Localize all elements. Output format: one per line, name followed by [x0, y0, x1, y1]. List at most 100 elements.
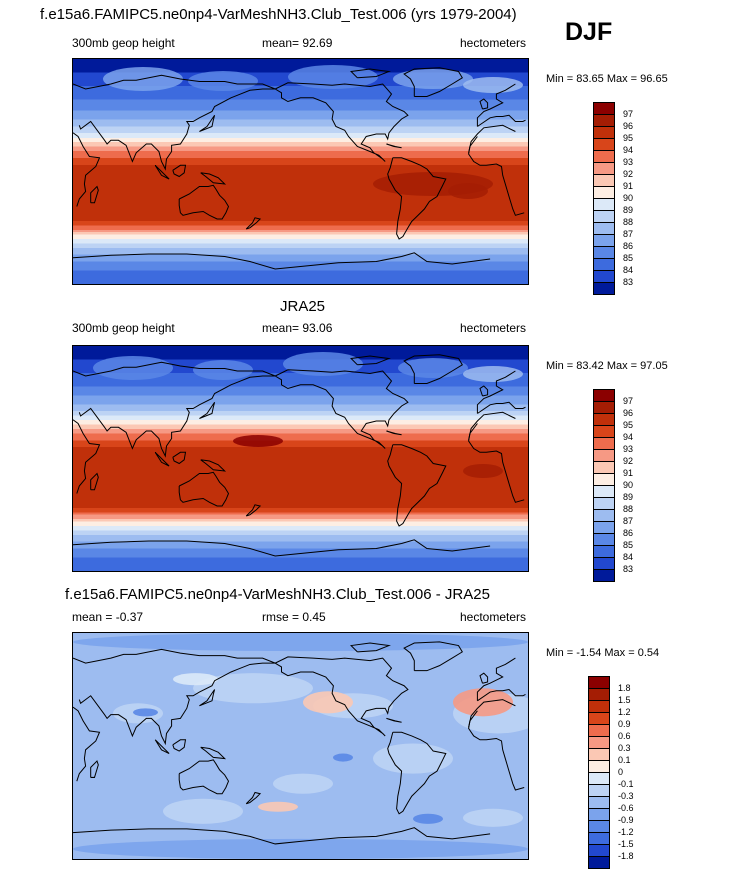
coastline [479, 672, 489, 684]
colorbar-tick-label: 1.8 [618, 683, 631, 693]
field-feature [73, 633, 528, 652]
colorbar-swatch [588, 856, 610, 869]
colorbar-tick-label: 84 [623, 265, 634, 275]
coastline [73, 132, 101, 207]
panel1-map [72, 58, 529, 285]
coastline [350, 642, 391, 653]
colorbar-tick-label: 90 [623, 480, 634, 490]
coastline [178, 759, 230, 795]
coastline [154, 739, 170, 754]
coastline [468, 710, 525, 791]
colorbar-tick-label: -1.5 [618, 839, 634, 849]
coastline [172, 739, 187, 752]
field-background [73, 59, 528, 284]
colorbar-tick-label: 85 [623, 253, 634, 263]
colorbar-tick-label: 86 [623, 528, 634, 538]
coastline [73, 648, 276, 746]
colorbar-tick-label: 83 [623, 564, 634, 574]
colorbar-tick-label: 1.5 [618, 695, 631, 705]
colorbar-tick-label: 87 [623, 516, 634, 526]
field-feature [73, 838, 528, 859]
colorbar-tick-label: -0.3 [618, 791, 634, 801]
colorbar-tick-label: 0.9 [618, 719, 631, 729]
coastline [73, 74, 276, 171]
coastline [387, 157, 447, 240]
colorbar-tick-label: 85 [623, 540, 634, 550]
field-feature [283, 352, 363, 376]
coastline [479, 98, 489, 110]
coastline [468, 124, 516, 153]
coastline [350, 355, 391, 366]
field-feature [133, 708, 158, 717]
coastline [73, 706, 101, 782]
colorbar-tick-label: 95 [623, 420, 634, 430]
colorbar-tick-label: 97 [623, 109, 634, 119]
panel2-left-label: 300mb geop height [72, 321, 175, 335]
field-feature [463, 808, 523, 827]
coastline [90, 760, 99, 778]
coastline [274, 656, 409, 737]
coastline [199, 115, 216, 132]
panel3-map [72, 632, 529, 860]
coastline [468, 423, 525, 503]
coastline [403, 641, 463, 672]
panel3-rmse-label: rmse = 0.45 [262, 610, 326, 624]
colorbar-swatch [593, 282, 615, 295]
coastline [476, 83, 516, 127]
coastline [479, 385, 489, 397]
field-feature [303, 691, 353, 714]
field-feature [258, 801, 298, 812]
field-background [73, 346, 528, 571]
coastline [73, 252, 491, 270]
panel1-left-label: 300mb geop height [72, 36, 175, 50]
field-feature [373, 743, 453, 774]
panel2-minmax: Min = 83.42 Max = 97.05 [546, 360, 668, 372]
field-feature [398, 358, 468, 378]
colorbar-tick-label: 94 [623, 145, 634, 155]
colorbar-tick-label: -1.8 [618, 851, 634, 861]
coastline [199, 402, 216, 419]
colorbar-tick-label: 96 [623, 408, 634, 418]
coastline [468, 699, 516, 728]
colorbar-tick-label: 90 [623, 193, 634, 203]
coastline [350, 68, 391, 79]
colorbar-tick-label: 84 [623, 552, 634, 562]
panel3-units-label: hectometers [460, 610, 527, 624]
field-feature [413, 813, 443, 824]
colorbar-tick-label: -0.9 [618, 815, 634, 825]
field-feature [173, 673, 218, 686]
field-feature [463, 464, 503, 478]
coastline [200, 459, 227, 472]
coastline [172, 451, 187, 465]
colorbar-tick-label: 88 [623, 217, 634, 227]
field-feature [163, 798, 243, 824]
colorbar-swatch [593, 569, 615, 582]
coastline [73, 419, 101, 494]
colorbar-tick-label: 0 [618, 767, 624, 777]
coastline [90, 472, 99, 491]
colorbar-tick-label: 88 [623, 504, 634, 514]
coastline [386, 717, 402, 723]
field-feature [333, 753, 353, 762]
colorbar-tick-label: 86 [623, 241, 634, 251]
colorbar-tick-label: 92 [623, 456, 634, 466]
coastline [403, 67, 463, 97]
colorbar-tick-label: 0.3 [618, 743, 631, 753]
coastline [477, 689, 526, 702]
field-feature [193, 673, 313, 704]
coastline [476, 370, 516, 414]
coastline [154, 164, 170, 180]
colorbar-tick-label: 95 [623, 133, 634, 143]
colorbar-tick-label: -0.6 [618, 803, 634, 813]
coastline [387, 731, 447, 815]
panel1-units-label: hectometers [460, 36, 527, 50]
coastline [73, 539, 491, 557]
season-label: DJF [565, 18, 613, 46]
coastline [386, 143, 402, 149]
coastline [245, 217, 262, 230]
panel2-mean-label: mean= 93.06 [262, 321, 333, 335]
colorbar-tick-label: 91 [623, 181, 634, 191]
colorbar-tick-label: 0.1 [618, 755, 631, 765]
colorbar-tick-label: 93 [623, 157, 634, 167]
coastline [154, 451, 170, 467]
